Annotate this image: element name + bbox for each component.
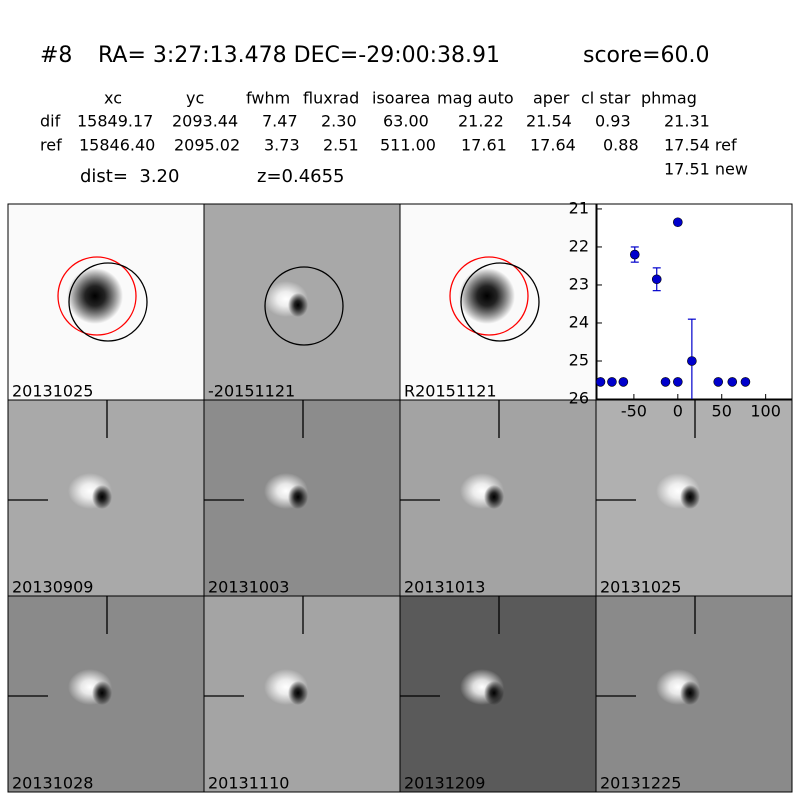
point [713,377,724,387]
y-tick-label: 21 [569,198,589,217]
table-cell: 17.61 [461,136,507,155]
coordinates: RA= 3:27:13.478 DEC=-29:00:38.91 [98,43,500,68]
table-cell: 21.22 [458,112,504,131]
ref-circle [449,256,529,336]
panel-label: 20131028 [12,774,93,793]
panel-label: 20131003 [208,578,289,597]
point [660,377,671,387]
x-tick-label: -50 [621,402,647,421]
table-cell: 7.47 [262,112,298,131]
aperture-circle [460,262,540,342]
plot-area [596,203,793,400]
source-blob [67,268,123,324]
column-header: phmag [641,89,697,108]
point [673,377,683,387]
column-header: aper [533,89,570,108]
point [595,377,606,387]
column-header: mag auto [437,89,514,108]
x-tick-label: 100 [750,402,781,421]
negative-lobe [92,681,112,705]
table-cell: 15846.40 [79,136,155,155]
score: score=60.0 [583,43,710,68]
phmag-new: 17.51 new [664,160,748,179]
row-label: ref [40,136,62,155]
negative-lobe [288,681,308,705]
point [740,377,751,387]
panel-label: -20151121 [208,382,295,401]
column-header: cl star [581,89,631,108]
y-tick-label: 26 [569,389,589,408]
column-header: fwhm [246,89,290,108]
table-cell: 2093.44 [172,112,238,131]
table-cell: 21.54 [526,112,572,131]
y-tick-label: 24 [569,312,589,331]
y-tick-label: 22 [569,236,589,255]
aperture-circle [264,266,344,346]
point [629,249,640,260]
point [687,356,697,366]
table-cell: 0.88 [603,136,639,155]
table-cell: 15849.17 [77,112,153,131]
panel-label: 20130909 [12,578,93,597]
panel-label: 20131209 [404,774,485,793]
point [618,377,629,387]
point [651,274,662,285]
negative-lobe [288,293,308,317]
x-tick-label: 0 [673,402,683,421]
x-tick-label: 50 [712,402,732,421]
column-header: yc [186,89,204,108]
negative-lobe [92,485,112,509]
point [607,377,617,387]
point [727,377,738,387]
table-cell: 17.54 ref [664,136,737,155]
table-cell: 3.73 [264,136,300,155]
panel-label: 20131225 [600,774,681,793]
ref-circle [57,256,137,336]
column-header: isoarea [372,89,430,108]
negative-lobe [680,485,700,509]
panel-label: 20131110 [208,774,289,793]
panel-label: 20131025 [12,382,93,401]
y-tick-label: 25 [569,350,589,369]
candidate-id: #8 [40,43,72,68]
point [673,217,683,228]
negative-lobe [680,681,700,705]
table-cell: 21.31 [664,112,710,131]
redshift: z=0.4655 [257,166,345,187]
aperture-circle [68,262,148,342]
table-cell: 2.51 [323,136,359,155]
dist: dist= 3.20 [80,166,179,187]
source-blob [459,268,515,324]
table-cell: 2095.02 [174,136,240,155]
column-header: fluxrad [303,89,359,108]
table-cell: 17.64 [530,136,576,155]
negative-lobe [484,681,504,705]
negative-lobe [484,485,504,509]
panel-label: R20151121 [404,382,497,401]
table-cell: 63.00 [383,112,429,131]
y-tick-label: 23 [569,274,589,293]
panel-label: 20131013 [404,578,485,597]
table-cell: 511.00 [380,136,436,155]
table-cell: 2.30 [321,112,357,131]
table-cell: 0.93 [595,112,631,131]
row-label: dif [40,112,61,131]
negative-lobe [288,485,308,509]
panel-label: 20131025 [600,578,681,597]
column-header: xc [104,89,122,108]
